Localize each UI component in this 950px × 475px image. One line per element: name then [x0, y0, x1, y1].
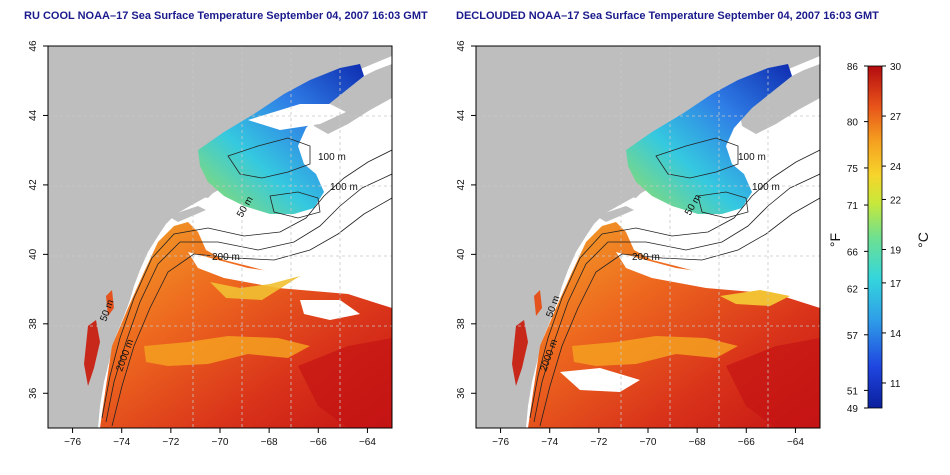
fahrenheit-tick-label: 62 — [847, 284, 859, 295]
cloud-patch — [248, 104, 346, 130]
fahrenheit-tick-label: 66 — [847, 247, 859, 258]
celsius-axis-label: °C — [915, 232, 931, 248]
y-tick-label: 36 — [456, 387, 467, 399]
y-tick-label: 38 — [28, 318, 39, 330]
x-tick-label: −72 — [162, 437, 179, 448]
celsius-tick-label: 14 — [890, 329, 902, 340]
depth-label: 100 m — [738, 152, 766, 163]
x-tick-label: −64 — [787, 437, 804, 448]
fahrenheit-tick-label: 51 — [847, 386, 859, 397]
depth-label: 100 m — [752, 182, 780, 193]
x-tick-label: −68 — [689, 437, 706, 448]
celsius-tick-label: 11 — [890, 379, 901, 390]
fahrenheit-tick-label: 80 — [847, 118, 859, 129]
left-panel-title: RU COOL NOAA–17 Sea Surface Temperature … — [24, 10, 428, 22]
y-tick-label: 42 — [456, 179, 467, 191]
x-tick-label: −70 — [640, 437, 657, 448]
y-tick-label: 38 — [456, 318, 467, 330]
celsius-tick-label: 17 — [890, 279, 902, 290]
y-tick-label: 46 — [456, 40, 467, 52]
fahrenheit-axis-label: °F — [827, 233, 843, 247]
x-tick-label: −70 — [212, 437, 229, 448]
left-map-panel: 100 m 100 m 50 m 200 m 50 m 2000 m — [47, 45, 393, 429]
y-tick-label: 44 — [28, 109, 39, 121]
right-panel-title: DECLOUDED NOAA–17 Sea Surface Temperatur… — [456, 10, 879, 22]
celsius-tick-label: 27 — [890, 112, 902, 123]
x-tick-label: −76 — [492, 437, 509, 448]
y-tick-label: 44 — [456, 109, 467, 121]
x-tick-label: −74 — [113, 437, 130, 448]
fahrenheit-tick-label: 71 — [847, 201, 859, 212]
celsius-tick-label: 24 — [890, 162, 902, 173]
fahrenheit-tick-label: 57 — [847, 331, 859, 342]
x-tick-label: −68 — [261, 437, 278, 448]
colorbar: 30 27 24 22 19 17 14 11 86 80 75 71 66 62 57 51 49 °F °C — [827, 62, 931, 415]
depth-label: 100 m — [318, 152, 346, 163]
celsius-tick-label: 19 — [890, 246, 902, 257]
y-tick-label: 42 — [28, 179, 39, 191]
fahrenheit-tick-label: 86 — [847, 62, 859, 73]
fahrenheit-tick-label: 75 — [847, 164, 859, 175]
x-tick-label: −64 — [359, 437, 376, 448]
depth-label: 200 m — [632, 252, 660, 263]
x-tick-label: −76 — [64, 437, 81, 448]
fahrenheit-tick-label: 49 — [847, 404, 859, 415]
y-tick-label: 36 — [28, 387, 39, 399]
celsius-tick-label: 30 — [890, 62, 902, 73]
y-tick-label: 40 — [28, 248, 39, 260]
celsius-tick-label: 22 — [890, 195, 902, 206]
y-tick-label: 46 — [28, 40, 39, 52]
y-tick-label: 40 — [456, 248, 467, 260]
right-map-panel: 100 m 100 m 50 m 200 m 50 m 2000 m — [475, 45, 821, 429]
x-tick-label: −66 — [310, 437, 327, 448]
x-tick-label: −72 — [590, 437, 607, 448]
depth-label: 200 m — [212, 252, 240, 263]
x-tick-label: −74 — [541, 437, 558, 448]
depth-label: 100 m — [330, 182, 358, 193]
colorbar-ramp — [867, 65, 883, 409]
x-tick-label: −66 — [738, 437, 755, 448]
